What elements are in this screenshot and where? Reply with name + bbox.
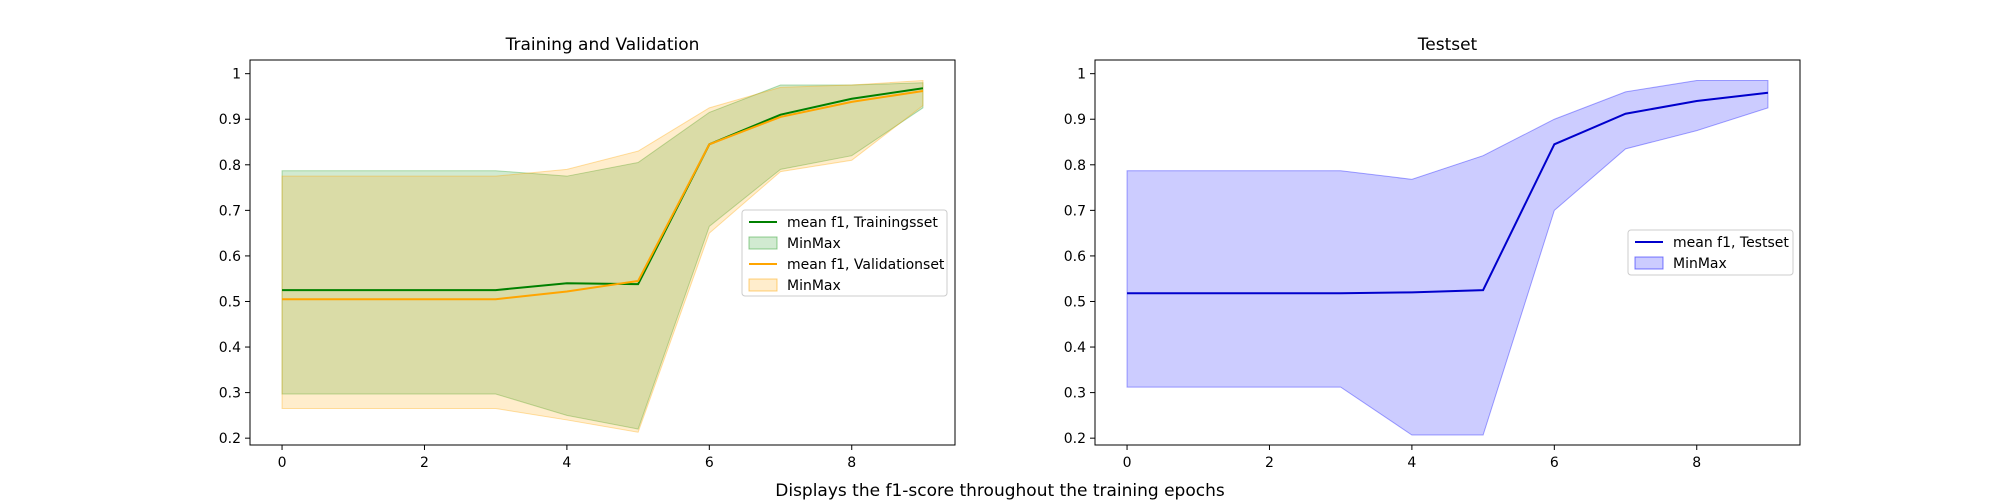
y-tick-label: 0.4 <box>1064 340 1086 356</box>
mean-line-0 <box>282 87 924 292</box>
legend-label-band-0: MinMax <box>787 236 841 252</box>
legend-label-line-0: mean f1, Trainingsset <box>787 215 938 231</box>
y-tick-label: 0.6 <box>219 249 241 265</box>
y-tick-label: 0.5 <box>219 294 241 310</box>
y-tick-label: 0.6 <box>1064 249 1086 265</box>
x-tick-label: 2 <box>1265 455 1274 471</box>
x-tick-label: 0 <box>1123 455 1132 471</box>
y-tick-label: 0.7 <box>1064 203 1086 219</box>
minmax-band-0 <box>281 82 924 430</box>
x-tick-label: 6 <box>705 455 714 471</box>
testset-chart: Testset 0 2 4 6 8 0.2 0.3 0.4 0.5 0.6 0.7 0.8 0.9 1 mea… <box>1064 35 1801 471</box>
y-tick-label: 0.9 <box>219 112 241 128</box>
figure-suptitle: Displays the f1-score throughout the tra… <box>775 481 1225 500</box>
legend-band-swatch-0 <box>748 236 778 250</box>
chart-title: Training and Validation <box>505 35 700 55</box>
minmax-band-1 <box>281 79 924 433</box>
legend-band-swatch-0 <box>1634 256 1664 270</box>
y-tick-label: 0.8 <box>219 158 241 174</box>
y-tick-label: 0.9 <box>1064 112 1086 128</box>
mean-line-0 <box>1127 91 1769 295</box>
y-tick-label: 0.2 <box>219 431 241 447</box>
axes-frame <box>249 59 956 446</box>
y-tick-label: 0.3 <box>219 386 241 402</box>
legend-label-band-0: MinMax <box>1673 256 1727 272</box>
legend-box <box>1627 229 1794 276</box>
y-tick-label: 1 <box>232 67 241 83</box>
mean-line-1 <box>282 89 924 301</box>
x-tick-label: 2 <box>420 455 429 471</box>
legend-label-line-1: mean f1, Validationset <box>787 257 945 273</box>
x-tick-label: 8 <box>847 455 856 471</box>
axes-frame <box>1094 59 1801 446</box>
x-tick-label: 0 <box>278 455 287 471</box>
minmax-band-0 <box>1126 80 1769 436</box>
y-tick-label: 0.3 <box>1064 386 1086 402</box>
x-tick-label: 6 <box>1550 455 1559 471</box>
legend-label-line-0: mean f1, Testset <box>1673 235 1789 251</box>
legend-box <box>741 209 948 297</box>
legend-label-band-1: MinMax <box>787 278 841 294</box>
chart-title: Testset <box>1417 35 1478 55</box>
x-tick-label: 4 <box>562 455 571 471</box>
y-tick-label: 0.5 <box>1064 294 1086 310</box>
x-tick-label: 8 <box>1692 455 1701 471</box>
legend-band-swatch-1 <box>748 278 778 292</box>
y-tick-label: 0.7 <box>219 203 241 219</box>
y-tick-label: 0.2 <box>1064 431 1086 447</box>
y-tick-label: 0.8 <box>1064 158 1086 174</box>
training-validation-chart: Training and Validation 0 2 4 6 8 0.2 0.3 0.4 0.5… <box>219 35 956 471</box>
x-tick-label: 4 <box>1407 455 1416 471</box>
y-tick-label: 0.4 <box>219 340 241 356</box>
y-tick-label: 1 <box>1077 67 1086 83</box>
